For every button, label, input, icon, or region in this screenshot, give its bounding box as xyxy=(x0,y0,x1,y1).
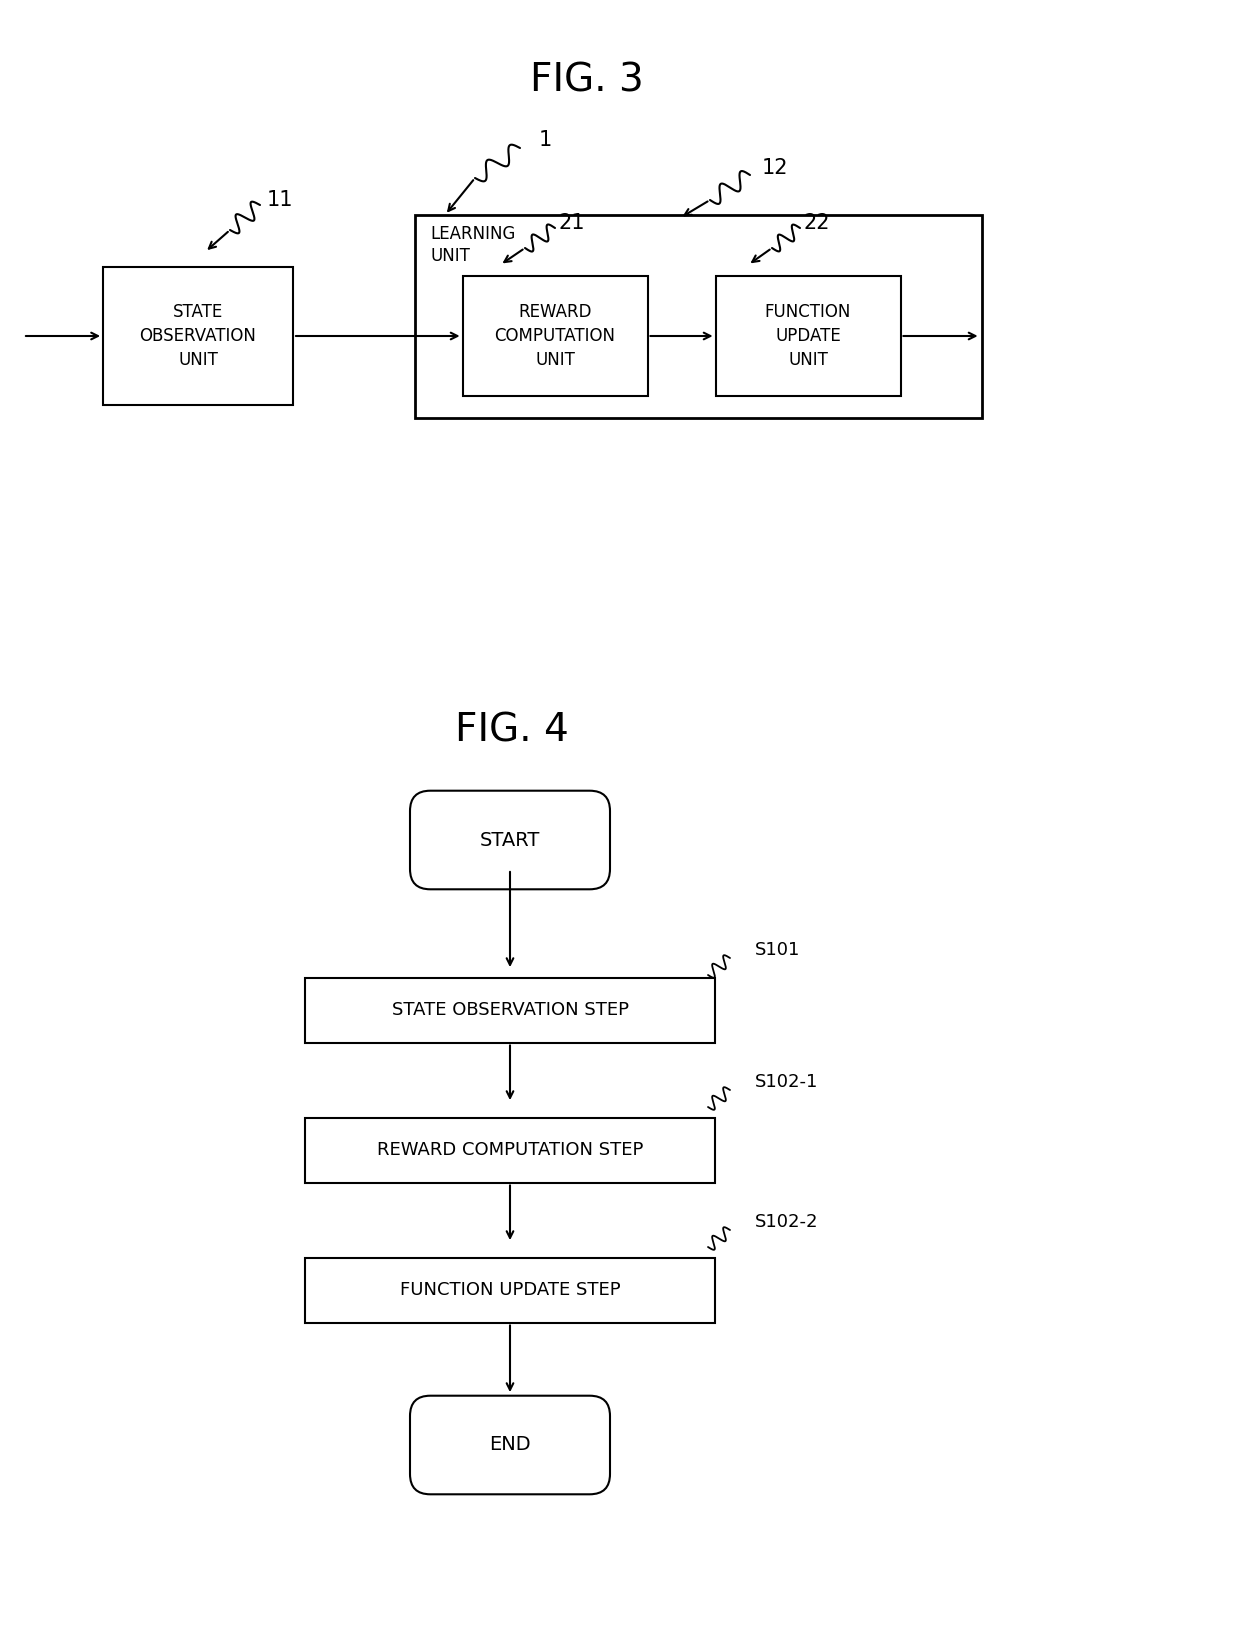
Text: 11: 11 xyxy=(267,190,293,210)
Text: 22: 22 xyxy=(804,213,831,233)
Text: 12: 12 xyxy=(761,158,789,177)
Text: FUNCTION
UPDATE
UNIT: FUNCTION UPDATE UNIT xyxy=(765,303,851,368)
Text: FIG. 4: FIG. 4 xyxy=(455,711,569,749)
Text: S102-2: S102-2 xyxy=(755,1213,818,1231)
Text: 1: 1 xyxy=(538,130,552,150)
Bar xyxy=(305,1117,715,1182)
Bar xyxy=(305,1257,715,1322)
Text: END: END xyxy=(490,1436,531,1454)
Text: LEARNING
UNIT: LEARNING UNIT xyxy=(430,225,516,265)
Text: START: START xyxy=(480,830,541,850)
Text: REWARD
COMPUTATION
UNIT: REWARD COMPUTATION UNIT xyxy=(495,303,615,368)
Text: REWARD COMPUTATION STEP: REWARD COMPUTATION STEP xyxy=(377,1141,644,1159)
Text: FUNCTION UPDATE STEP: FUNCTION UPDATE STEP xyxy=(399,1281,620,1299)
Text: S102-1: S102-1 xyxy=(755,1073,818,1091)
FancyBboxPatch shape xyxy=(410,1395,610,1495)
Text: FIG. 3: FIG. 3 xyxy=(529,60,644,99)
Text: 21: 21 xyxy=(559,213,585,233)
FancyBboxPatch shape xyxy=(410,791,610,889)
Bar xyxy=(715,277,900,396)
Text: STATE
OBSERVATION
UNIT: STATE OBSERVATION UNIT xyxy=(140,303,257,368)
Text: S101: S101 xyxy=(755,941,800,959)
Bar xyxy=(463,277,647,396)
Bar xyxy=(415,215,982,418)
Bar xyxy=(103,267,293,405)
Bar xyxy=(305,977,715,1042)
Text: STATE OBSERVATION STEP: STATE OBSERVATION STEP xyxy=(392,1001,629,1019)
